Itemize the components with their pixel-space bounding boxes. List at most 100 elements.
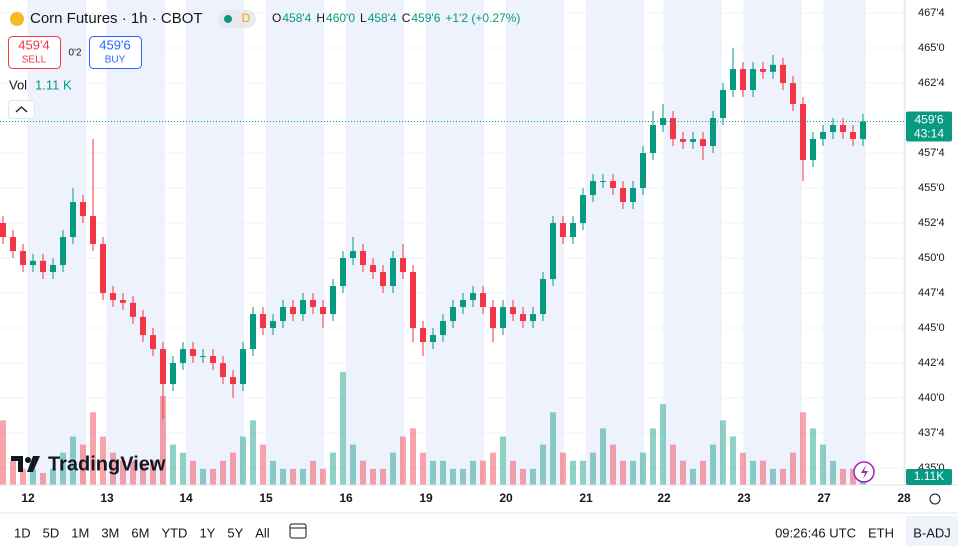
range-button[interactable]: 1Y: [199, 525, 215, 540]
y-tick-label: 457'4: [918, 147, 945, 159]
volume-bar: [50, 468, 56, 485]
volume-bar: [110, 452, 116, 485]
candle-body: [150, 335, 156, 350]
session-band: [664, 0, 722, 485]
session[interactable]: ETH: [868, 525, 894, 540]
volume-bar: [650, 428, 656, 485]
settings-icon[interactable]: [929, 493, 941, 505]
session-band: [426, 0, 484, 485]
logo: TradingView: [11, 453, 166, 475]
candle-body: [570, 223, 576, 238]
logo-slash: [27, 456, 40, 472]
last-price-box: [906, 111, 952, 142]
candle-body: [530, 314, 536, 322]
logo-text: TradingView: [48, 453, 166, 475]
range-button[interactable]: 3M: [101, 525, 119, 540]
volume-bar: [320, 468, 326, 485]
volume-bar: [300, 468, 306, 485]
ohlc-value: 458'4: [368, 11, 397, 25]
volume-bar: [710, 444, 716, 485]
candle-body: [580, 195, 586, 224]
range-button[interactable]: 1D: [14, 525, 31, 540]
volume-bar: [690, 468, 696, 485]
volume-bar: [720, 420, 726, 485]
candle-body: [350, 251, 356, 259]
symbol-title: Corn Futures · 1h · CBOT: [30, 10, 203, 27]
candle-body: [340, 258, 346, 287]
range-button[interactable]: 1M: [71, 525, 89, 540]
volume-bar: [740, 452, 746, 485]
volume-bar: [130, 460, 136, 485]
range-button[interactable]: 6M: [131, 525, 149, 540]
volume-bar: [10, 460, 16, 485]
candle-body: [680, 139, 686, 142]
candle-body: [50, 265, 56, 273]
y-tick-label: 442'4: [918, 357, 945, 369]
range-button[interactable]: All: [255, 525, 270, 540]
candle-body: [470, 293, 476, 301]
candle-body: [170, 363, 176, 385]
logo-mark: [11, 456, 23, 472]
range-button[interactable]: YTD: [161, 525, 187, 540]
last-price-label: 459'6: [915, 113, 944, 127]
candle-body: [110, 293, 116, 301]
volume-value-box: [906, 469, 952, 485]
candle-body: [830, 125, 836, 133]
candle-body: [400, 258, 406, 273]
alert-icon: [861, 465, 868, 479]
candle-body: [100, 244, 106, 294]
sell-label: SELL: [22, 55, 47, 66]
collapse-icon: [15, 106, 28, 113]
session-band: [586, 0, 644, 485]
candle-body: [200, 356, 206, 358]
candle-body: [210, 356, 216, 364]
range-button[interactable]: 5Y: [227, 525, 243, 540]
buy-button[interactable]: [89, 36, 142, 69]
volume-bar: [470, 460, 476, 485]
countdown: 43:14: [914, 127, 944, 141]
volume-bar: [450, 468, 456, 485]
volume-bar: [580, 460, 586, 485]
volume-bar: [500, 436, 506, 485]
volume-bar: [840, 468, 846, 485]
sell-button[interactable]: [8, 36, 61, 69]
x-tick-label: 12: [21, 491, 35, 505]
y-tick-label: 440'0: [918, 392, 945, 404]
candle-body: [230, 377, 236, 385]
volume-legend-label: Vol: [9, 77, 27, 92]
candle-body: [120, 300, 126, 303]
market-dot: [224, 15, 232, 23]
volume-bar: [590, 452, 596, 485]
buy-price: 459'6: [99, 37, 130, 52]
candle-body: [40, 260, 46, 273]
ohlc-key: C: [402, 11, 411, 25]
volume-bar: [550, 412, 556, 485]
badge-label: D: [242, 11, 251, 25]
candle-body: [140, 316, 146, 336]
collapse-button[interactable]: [8, 100, 35, 119]
volume-bar: [480, 460, 486, 485]
candle-body: [610, 181, 616, 189]
candle-body: [730, 69, 736, 91]
volume-bar: [510, 460, 516, 485]
date-range-icon[interactable]: [289, 523, 307, 539]
session-band: [28, 0, 86, 485]
volume-bar: [800, 412, 806, 485]
volume-bar: [400, 436, 406, 485]
volume-bar: [410, 428, 416, 485]
x-tick-label: 20: [499, 491, 513, 505]
volume-bar: [820, 444, 826, 485]
badge[interactable]: [218, 10, 256, 28]
volume-bar: [620, 460, 626, 485]
volume-bar: [340, 371, 346, 485]
candle-body: [220, 363, 226, 378]
ohlc-key: H: [316, 11, 325, 25]
volume-bar: [430, 460, 436, 485]
volume-bar: [770, 468, 776, 485]
volume-bar: [670, 444, 676, 485]
candle-body: [720, 90, 726, 119]
range-button[interactable]: 5D: [43, 525, 60, 540]
ohlc-key: L: [360, 11, 367, 25]
ohlc-key: O: [272, 11, 281, 25]
adjust[interactable]: B-ADJ: [913, 525, 951, 540]
